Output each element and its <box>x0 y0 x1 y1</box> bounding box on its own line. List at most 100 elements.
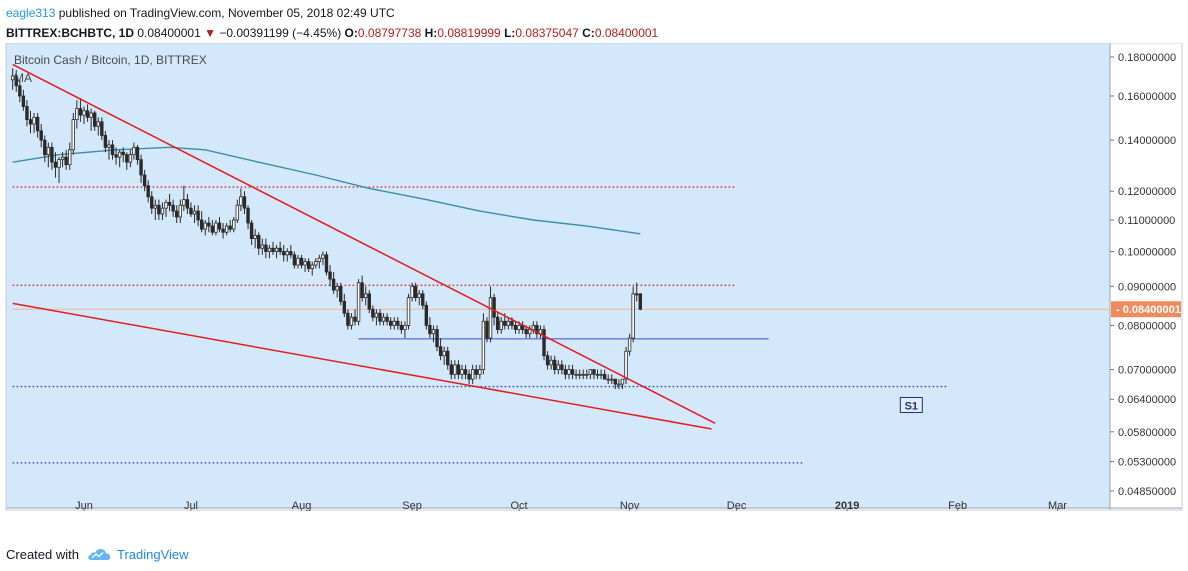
last-price-label: - 0.08400001 <box>1116 304 1181 316</box>
time-tick-label: 2019 <box>835 500 859 511</box>
candle <box>153 199 158 220</box>
price-tick-label: 0.07000000 <box>1118 365 1176 377</box>
candle-body <box>103 135 108 148</box>
candle-body <box>121 151 125 156</box>
author-link[interactable]: eagle313 <box>6 6 56 20</box>
candle <box>264 238 268 259</box>
candle-body <box>396 320 400 326</box>
candle-body <box>495 316 500 330</box>
candle <box>499 317 503 334</box>
candle <box>192 205 197 224</box>
candle-body <box>196 210 200 221</box>
candle-body <box>506 320 511 326</box>
close-label: C: <box>582 26 595 40</box>
candle-body <box>96 121 100 127</box>
candle-body <box>460 369 464 375</box>
candle-body <box>57 159 61 168</box>
candle <box>107 140 111 160</box>
candle <box>542 325 546 361</box>
candle <box>570 364 575 380</box>
candle <box>296 254 300 269</box>
candle-body <box>606 378 610 381</box>
candle-body <box>421 293 425 306</box>
s1-box <box>899 396 923 413</box>
candle-body <box>249 222 254 239</box>
candle <box>545 351 550 370</box>
candle-body <box>164 202 168 209</box>
candle-body <box>303 261 307 266</box>
candle <box>349 313 354 330</box>
candle-body <box>631 293 635 339</box>
candle-body <box>253 234 257 239</box>
price-chart[interactable]: Bitcoin Cash / Bitcoin, 1D, BITTREX MA S1 0… <box>0 43 1188 511</box>
candle-body <box>371 308 375 318</box>
candle-body <box>399 324 404 330</box>
price-tick-label: 0.04850000 <box>1118 486 1176 498</box>
candle <box>306 258 311 273</box>
candle <box>185 193 190 215</box>
candle-body <box>535 324 539 335</box>
candle-body <box>18 85 22 97</box>
candle <box>85 104 90 122</box>
tradingview-brand-link[interactable]: TradingView <box>116 546 189 562</box>
candle <box>253 229 257 249</box>
candle <box>617 379 621 390</box>
candle-body <box>349 316 354 326</box>
tradingview-cloud-icon <box>88 549 111 560</box>
candle <box>242 191 247 215</box>
candle <box>314 258 318 269</box>
candle <box>364 286 368 306</box>
candle <box>189 202 193 217</box>
candle-body <box>264 244 268 252</box>
candle <box>139 154 143 184</box>
candle <box>488 286 493 343</box>
candle-body <box>388 320 393 326</box>
candle <box>25 100 29 127</box>
candle <box>28 110 33 134</box>
candle-body <box>210 225 215 233</box>
candle-body <box>595 373 600 376</box>
candle-body <box>28 119 33 125</box>
candle <box>585 369 589 380</box>
candle-body <box>146 185 150 198</box>
candle-body <box>449 364 453 375</box>
candle-body <box>406 297 411 326</box>
candle <box>438 338 443 361</box>
candle <box>292 251 297 269</box>
candle <box>114 147 118 165</box>
candle <box>610 374 614 385</box>
candle <box>75 100 79 129</box>
candle <box>249 219 254 245</box>
candle <box>563 364 568 380</box>
candle-body <box>132 146 136 156</box>
close-value: 0.08400001 <box>594 26 659 40</box>
candle-body <box>217 222 222 230</box>
chart-area[interactable]: Bitcoin Cash / Bitcoin, 1D, BITTREX MA S1 0… <box>0 43 1188 511</box>
candle-body <box>21 95 26 107</box>
candle <box>385 313 389 326</box>
candle <box>435 325 439 352</box>
candle <box>446 346 450 370</box>
candle-body <box>478 369 482 375</box>
candle-body <box>139 159 143 176</box>
candle-body <box>378 312 382 322</box>
candle <box>374 309 379 326</box>
candle <box>78 98 83 122</box>
candle <box>92 110 97 131</box>
candle-body <box>281 251 286 256</box>
candle <box>478 364 482 380</box>
candle-body <box>346 312 350 326</box>
candle <box>10 68 15 90</box>
candle-body <box>306 261 311 269</box>
candle-body <box>50 146 54 163</box>
candle-body <box>581 373 585 376</box>
candle-body <box>285 251 289 256</box>
candle <box>474 364 478 380</box>
candle-body <box>549 359 553 366</box>
candle-body <box>453 364 457 375</box>
publish-line: eagle313 published on TradingView.com, N… <box>6 3 1182 23</box>
candle-body <box>545 355 550 366</box>
candle <box>631 286 635 343</box>
candle-body <box>228 225 232 230</box>
candle <box>232 216 236 233</box>
